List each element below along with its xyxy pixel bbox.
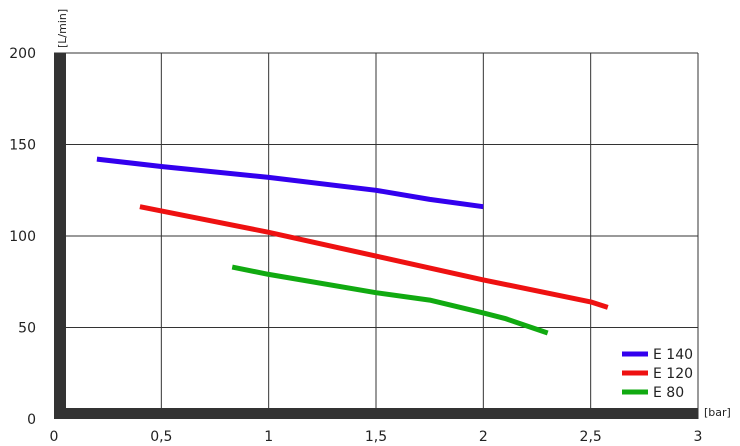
legend-label: E 140: [653, 347, 693, 363]
y-tick-labels: 0 50 100 150 200: [9, 46, 36, 428]
x-tick-label: 2,5: [580, 429, 602, 445]
series-line-e-120: [139, 204, 609, 310]
y-tick-label: 200: [9, 46, 36, 62]
x-tick-label: 1,5: [365, 429, 387, 445]
x-axis-bar: [54, 408, 698, 419]
series-line-e-140: [96, 156, 484, 210]
y-axis-label: [L/min]: [56, 9, 69, 48]
y-tick-label: 100: [9, 229, 36, 245]
legend-label: E 80: [653, 385, 684, 401]
x-axis-label: [bar]: [704, 406, 731, 419]
series-line-e-80: [231, 264, 549, 336]
y-tick-label: 0: [27, 412, 36, 428]
y-tick-label: 50: [18, 321, 36, 337]
y-axis-bar: [54, 53, 66, 419]
y-tick-label: 150: [9, 138, 36, 154]
series-lines: [96, 156, 609, 336]
grid-lines: [54, 52, 699, 419]
x-tick-label: 2: [479, 429, 488, 445]
legend-label: E 120: [653, 366, 693, 382]
legend: E 140 E 120 E 80: [622, 347, 693, 401]
x-tick-labels: 0 0,5 1 1,5 2 2,5 3: [50, 429, 703, 445]
x-tick-label: 0: [50, 429, 59, 445]
x-tick-label: 0,5: [150, 429, 172, 445]
x-tick-label: 1: [264, 429, 273, 445]
x-tick-label: 3: [694, 429, 703, 445]
